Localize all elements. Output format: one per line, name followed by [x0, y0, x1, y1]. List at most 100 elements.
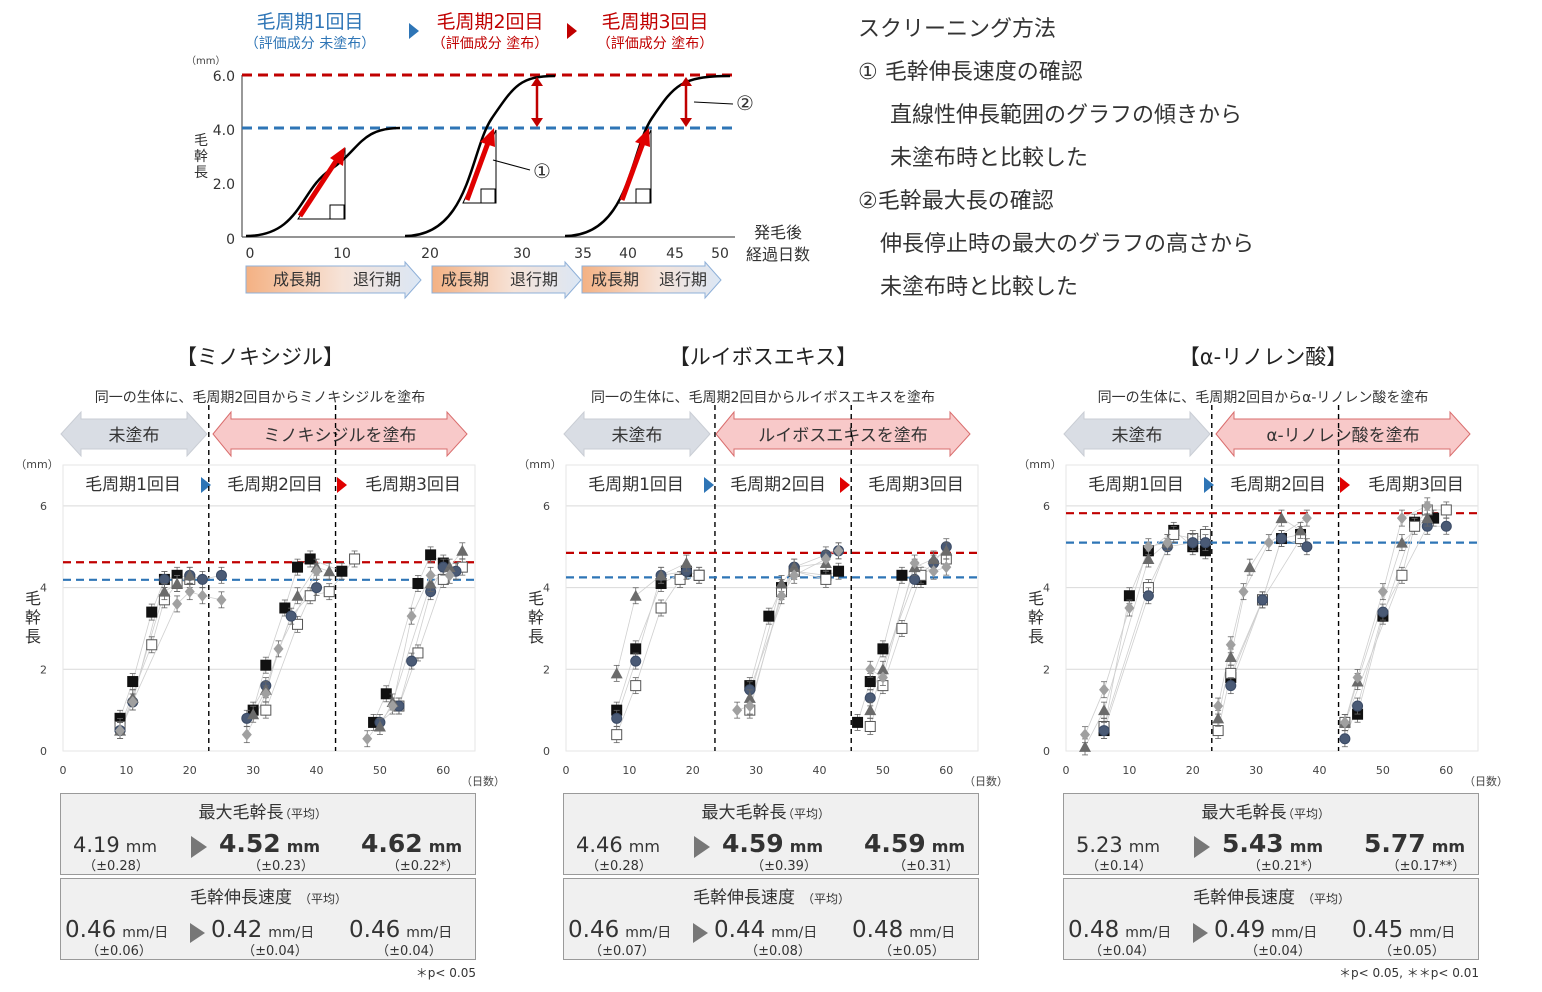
- summary-average-note: （平均）: [802, 892, 850, 906]
- applied-arrow: α-リノレン酸を塗布: [1215, 410, 1471, 458]
- cycle-label: 毛周期3回目: [1368, 475, 1464, 495]
- svg-text:退行期: 退行期: [510, 270, 558, 289]
- max-length-value: 4.62 mm: [361, 829, 462, 858]
- data-point: [941, 561, 952, 574]
- schematic-xtick: 35: [574, 246, 592, 262]
- max-length-summary: 最大毛幹長 （平均） 4.19 mm （±0.28） 4.52 mm （±0.23） 4.62 m…: [60, 793, 476, 875]
- change-arrow-icon: [190, 923, 205, 943]
- applied-arrow-label: α-リノレン酸を塗布: [1266, 425, 1419, 446]
- series-connector: [1262, 538, 1282, 600]
- series-connector: [882, 562, 916, 678]
- summary-average-note: （平均）: [299, 892, 347, 906]
- data-point: [1213, 700, 1224, 713]
- schematic-xtick: 45: [666, 246, 684, 262]
- data-point: [1352, 671, 1363, 684]
- cycle-label: 毛周期2回目: [730, 475, 826, 495]
- data-point: [444, 569, 455, 582]
- plot-area: [62, 464, 476, 752]
- summary-title: 最大毛幹長: [1202, 802, 1287, 823]
- plot-area: [565, 464, 979, 752]
- series-connector: [278, 571, 317, 650]
- cycle-label: 毛周期1回目: [1088, 475, 1184, 495]
- cycle-arrow-icon: [1204, 477, 1214, 493]
- data-point: [1301, 541, 1313, 553]
- max-length-value: 4.52 mm: [219, 829, 320, 858]
- data-point: [1162, 536, 1173, 549]
- y-tick-label: 0: [543, 745, 550, 758]
- schematic-xlabel: 経過日数: [746, 245, 810, 264]
- x-tick-label: 60: [939, 764, 953, 777]
- max-length-sd: （±0.22*）: [387, 859, 459, 874]
- growth-curve-3: [564, 74, 731, 238]
- series-connector: [284, 567, 298, 609]
- series-connector: [1103, 595, 1149, 731]
- data-point: [216, 593, 227, 606]
- method-line: ②毛幹最大長の確認: [858, 189, 1054, 214]
- x-tick-label: 20: [686, 764, 700, 777]
- data-point: [285, 610, 297, 622]
- data-point: [196, 573, 208, 585]
- growth-rate-sd: （±0.04）: [376, 944, 442, 959]
- max-length-sd: （±0.17**）: [1387, 859, 1466, 874]
- growth-rate-value: 0.42 mm/日: [211, 917, 314, 943]
- unit: mm: [1290, 837, 1323, 856]
- series-connector: [882, 575, 903, 649]
- value: 0.49: [1214, 917, 1265, 943]
- schematic-xtick: 0: [246, 246, 255, 262]
- unit: mm/日: [1125, 925, 1171, 941]
- data-point: [1422, 499, 1433, 512]
- slope-triangle: [329, 204, 345, 220]
- data-point: [1396, 512, 1407, 525]
- summary-title: 毛幹伸長速度: [190, 887, 292, 908]
- data-point: [336, 565, 348, 577]
- max-length-values: 最大毛幹長（平均）4.46 mm（±0.28）4.59 mm（±0.39）4.59 m…: [576, 802, 965, 874]
- series-connector: [1103, 558, 1149, 711]
- data-point: [865, 663, 876, 676]
- data-point: [127, 695, 138, 708]
- data-point: [443, 561, 456, 573]
- data-point: [311, 565, 322, 578]
- applied-arrow-label: ルイボスエキスを塗布: [758, 425, 928, 446]
- series-connector: [411, 575, 431, 617]
- data-point: [172, 597, 183, 610]
- data-point: [864, 704, 877, 716]
- max-length-value: 4.46 mm: [576, 833, 660, 857]
- data-point: [630, 655, 642, 667]
- growth-rate-sd: （±0.06）: [86, 944, 152, 959]
- x-tick-label: 40: [813, 764, 827, 777]
- x-tick-label: 0: [1063, 764, 1070, 777]
- data-point: [775, 577, 788, 589]
- data-point: [291, 589, 304, 601]
- data-point: [1377, 585, 1388, 598]
- series-connector: [151, 599, 165, 645]
- schematic-ytick: 2.0: [213, 177, 235, 193]
- unit: mm: [932, 837, 965, 856]
- y-tick-label: 6: [40, 500, 47, 513]
- data-point: [1301, 512, 1312, 525]
- data-point: [273, 642, 284, 655]
- method-title: スクリーニング方法: [858, 17, 1057, 42]
- data-point: [183, 569, 196, 581]
- series-connector: [1084, 689, 1105, 735]
- data-point: [241, 728, 252, 741]
- series-connector: [749, 583, 782, 698]
- data-point: [864, 720, 876, 732]
- untreated-arrow-label: 未塗布: [612, 425, 663, 446]
- cycle-arrow-icon: [409, 23, 419, 39]
- data-point: [833, 544, 844, 557]
- unit: mm: [790, 837, 823, 856]
- series-connector: [1382, 526, 1428, 613]
- value: 0.48: [852, 917, 903, 943]
- series-connector: [392, 583, 432, 703]
- data-point: [425, 569, 436, 582]
- value: 0.45: [1352, 917, 1403, 943]
- value: 0.48: [1068, 917, 1119, 943]
- data-point: [1352, 700, 1364, 712]
- data-point: [611, 712, 623, 724]
- growth-rate-sd: （±0.07）: [589, 944, 655, 959]
- y-tick-label: 6: [543, 500, 550, 513]
- panel-title: 【α-リノレン酸】: [1179, 345, 1347, 369]
- value: 5.77: [1364, 829, 1426, 858]
- data-point: [820, 573, 832, 585]
